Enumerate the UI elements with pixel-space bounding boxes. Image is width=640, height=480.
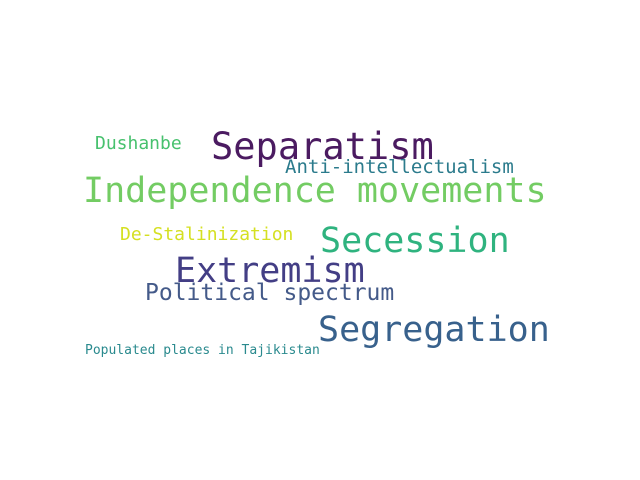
word-de-stalinization: De-Stalinization: [120, 224, 294, 245]
word-anti-intellectualism: Anti-intellectualism: [285, 156, 514, 178]
word-extremism: Extremism: [175, 251, 365, 291]
word-separatism: Separatism: [211, 125, 434, 168]
word-dushanbe: Dushanbe: [95, 133, 182, 154]
word-segregation: Segregation: [318, 310, 550, 350]
word-political-spectrum: Political spectrum: [145, 280, 395, 306]
word-secession: Secession: [320, 221, 510, 261]
word-independence-movements: Independence movements: [83, 171, 547, 211]
word-populated-places-in-tajikistan: Populated places in Tajikistan: [85, 343, 320, 358]
